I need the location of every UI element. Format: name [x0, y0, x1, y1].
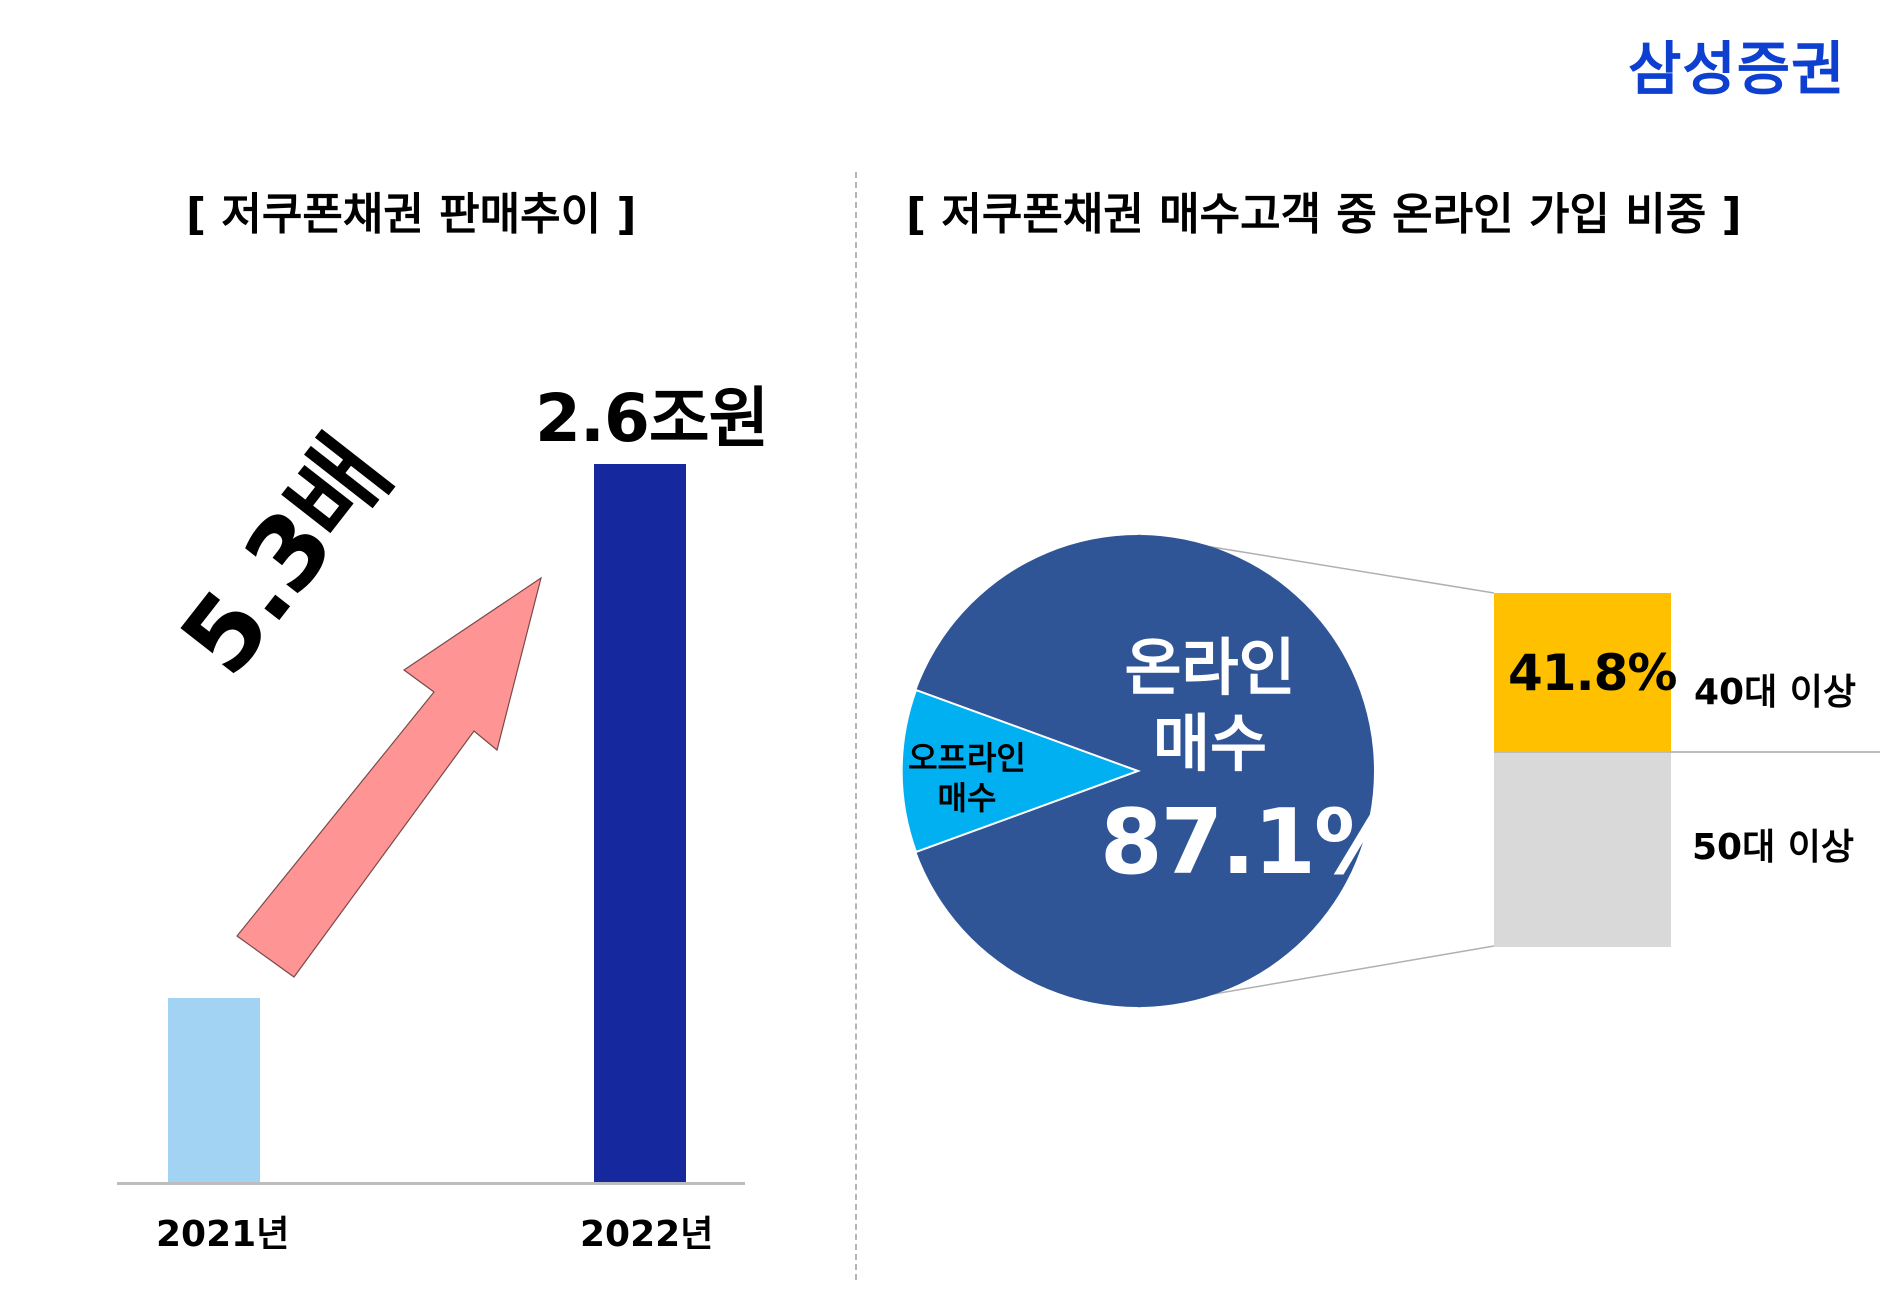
pie-online-label-line1: 온라인 — [1124, 631, 1296, 704]
bar-2021 — [168, 998, 260, 1182]
breakdown-40s-label: 40대 이상 — [1694, 672, 1856, 713]
breakdown-separator-line — [1494, 751, 1880, 753]
x-label-2021: 2021년 — [156, 1214, 290, 1255]
panel-divider — [855, 172, 857, 1280]
breakdown-50s-label: 50대 이상 — [1692, 827, 1854, 868]
right-chart-title: [ 저쿠폰채권 매수고객 중 온라인 가입 비중 ] — [906, 189, 1742, 240]
value-2022-label: 2.6조원 — [535, 380, 769, 457]
pie-online-percent: 87.1% — [1100, 790, 1404, 895]
pie-offline-label-line1: 오프라인 — [908, 739, 1026, 777]
pie-online-label-line2: 매수 — [1152, 707, 1268, 780]
breakdown-40s-percent: 41.8% — [1508, 644, 1677, 702]
x-axis-line — [117, 1182, 745, 1185]
pie-slice-offline — [900, 688, 1141, 854]
pie-offline-label: 오프라인 매수 — [896, 738, 1038, 818]
bar-2022 — [594, 464, 686, 1182]
left-chart-title: [ 저쿠폰채권 판매추이 ] — [186, 189, 637, 240]
breakdown-50s-segment — [1494, 752, 1671, 947]
pie-online-label: 온라인 매수 — [1090, 630, 1330, 782]
x-label-2022: 2022년 — [580, 1214, 714, 1255]
breakdown-40s-segment — [1494, 593, 1671, 752]
brand-logo-text: 삼성증권 — [1628, 35, 1846, 103]
pie-offline-label-line2: 매수 — [937, 779, 997, 817]
